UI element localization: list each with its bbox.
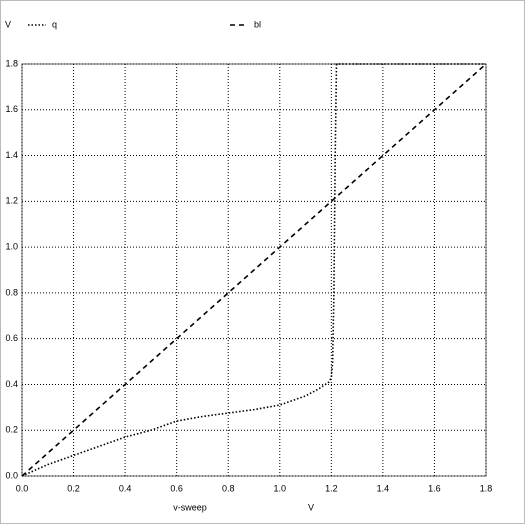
x-tick-label: 0.6 [170, 483, 183, 493]
x-tick-label: 1.4 [377, 483, 390, 493]
x-tick-label: 0.0 [16, 483, 29, 493]
y-tick-label: 1.4 [5, 150, 18, 160]
plot-frame [21, 63, 487, 477]
y-tick-label: 0.8 [5, 287, 18, 297]
legend-label: bl [254, 19, 261, 29]
x-axis-unit: V [308, 502, 314, 512]
y-tick-label: 0.2 [5, 425, 18, 435]
x-tick-label: 1.6 [428, 483, 441, 493]
x-axis-label: v-sweep [173, 502, 207, 512]
x-tick-label: 1.2 [325, 483, 338, 493]
y-axis-label: V [5, 19, 11, 29]
y-tick-label: 0.6 [5, 333, 18, 343]
series-line [21, 63, 487, 477]
x-tick-label: 0.2 [67, 483, 80, 493]
x-tick-label: 1.0 [274, 483, 287, 493]
y-tick-label: 0.4 [5, 379, 18, 389]
x-tick-label: 0.4 [119, 483, 132, 493]
y-tick-label: 1.8 [5, 58, 18, 68]
series-line [21, 63, 486, 477]
y-tick-label: 1.2 [5, 196, 18, 206]
y-tick-label: 1.6 [5, 104, 18, 114]
x-tick-label: 0.8 [222, 483, 235, 493]
legend-label: q [52, 19, 57, 29]
y-tick-label: 1.0 [5, 241, 18, 251]
y-tick-label: 0.0 [5, 470, 18, 480]
x-tick-label: 1.8 [480, 483, 493, 493]
